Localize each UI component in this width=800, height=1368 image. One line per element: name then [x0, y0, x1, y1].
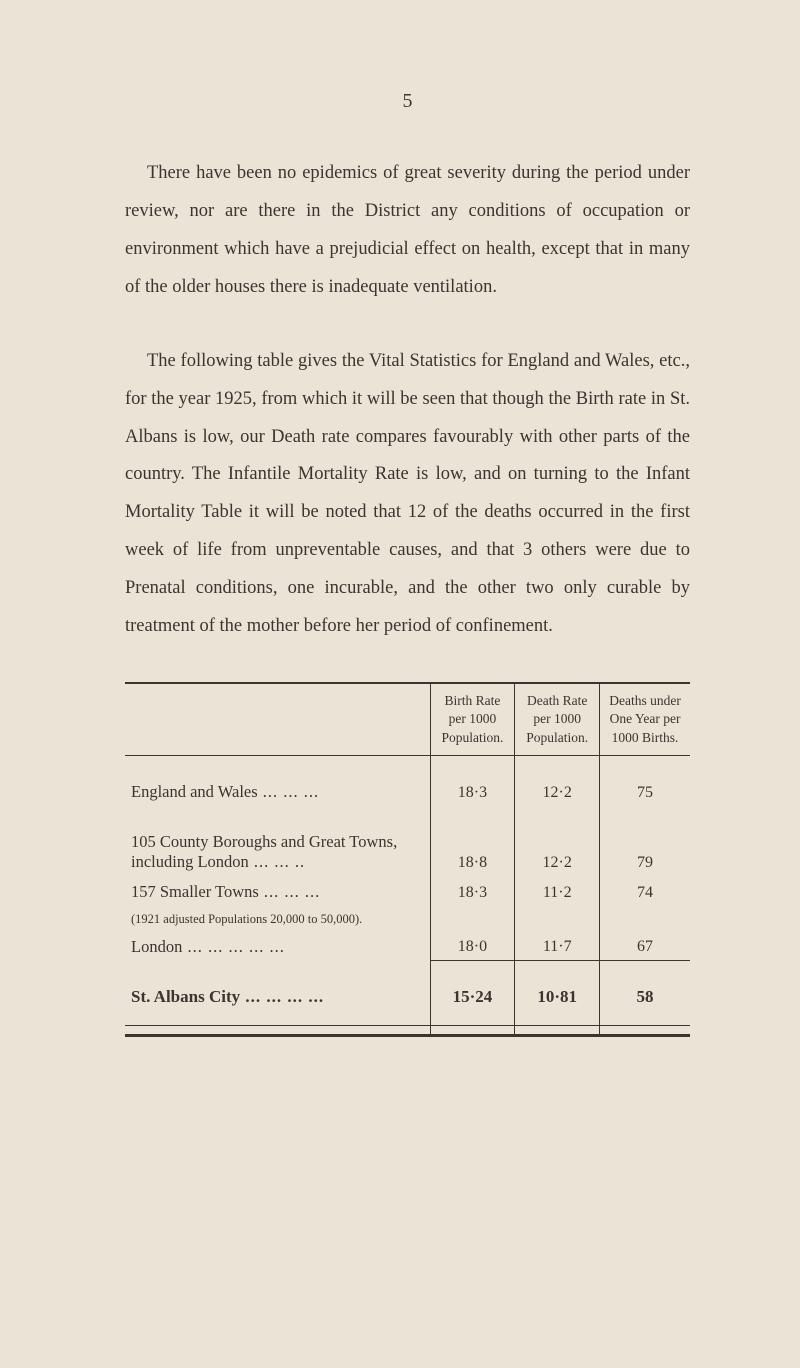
cell: 12·2 [515, 755, 600, 806]
leader-dots [240, 987, 324, 1006]
table-header-row: Birth Rate per 1000 Popula­tion. Death R… [125, 683, 690, 755]
total-label: St. Albans City [131, 987, 240, 1006]
cell: 15·24 [430, 971, 515, 1026]
table-total-row: St. Albans City 15·24 10·81 58 [125, 971, 690, 1026]
leader-dots [249, 852, 305, 871]
row-label: London [131, 937, 182, 956]
cell: 18·8 [430, 806, 515, 876]
leader-dots [259, 882, 321, 901]
cell: 12·2 [515, 806, 600, 876]
col-header-birth-rate: Birth Rate per 1000 Popula­tion. [430, 683, 515, 755]
leader-dots [258, 782, 320, 801]
cell: 18·3 [430, 755, 515, 806]
cell: 79 [600, 806, 690, 876]
col-header-blank [125, 683, 430, 755]
row-subnote: (1921 adjusted Populations 20,000 to 50,… [125, 906, 430, 931]
cell: 18·3 [430, 876, 515, 906]
leader-dots [182, 937, 285, 956]
table-row-subnote: (1921 adjusted Populations 20,000 to 50,… [125, 906, 690, 931]
page-number: 5 [125, 90, 690, 113]
col-header-death-rate: Death Rate per 1000 Popula­tion. [515, 683, 600, 755]
row-label: England and Wales [131, 782, 258, 801]
cell-empty [515, 906, 600, 931]
paragraph-1: There have been no epidemics of great se… [125, 155, 690, 307]
col-header-infant-deaths: Deaths under One Year per 1000 Births. [600, 683, 690, 755]
cell-empty [600, 906, 690, 931]
table-separator [125, 961, 690, 972]
table-bottom-rule [125, 1026, 690, 1036]
cell: 67 [600, 931, 690, 961]
table-row: London 18·0 11·7 67 [125, 931, 690, 961]
cell: 75 [600, 755, 690, 806]
paragraph-2: The following table gives the Vital Stat… [125, 343, 690, 646]
cell: 11·7 [515, 931, 600, 961]
cell: 74 [600, 876, 690, 906]
cell: 10·81 [515, 971, 600, 1026]
table-row: 105 County Boroughs and Great Towns, inc… [125, 806, 690, 876]
cell-empty [430, 906, 515, 931]
table-row: 157 Smaller Towns 18·3 11·2 74 [125, 876, 690, 906]
cell: 18·0 [430, 931, 515, 961]
vital-statistics-table: Birth Rate per 1000 Popula­tion. Death R… [125, 682, 690, 1037]
row-label: 157 Smaller Towns [131, 882, 259, 901]
table-row: England and Wales 18·3 12·2 75 [125, 755, 690, 806]
cell: 11·2 [515, 876, 600, 906]
cell: 58 [600, 971, 690, 1026]
